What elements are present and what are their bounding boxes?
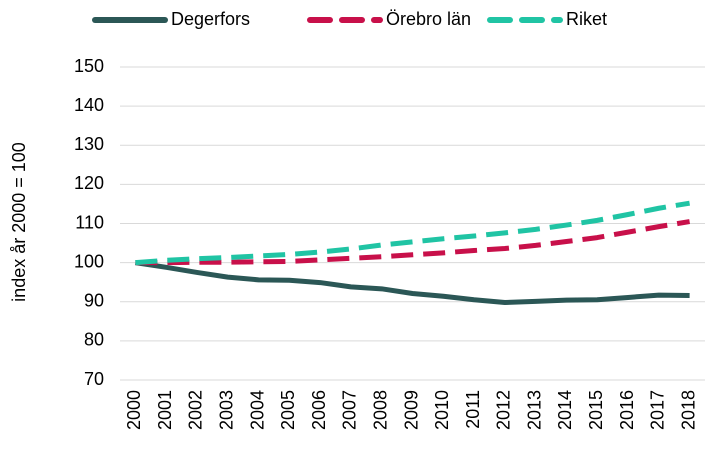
y-tick-label: 70 xyxy=(84,369,104,389)
x-tick-label: 2012 xyxy=(494,390,514,430)
legend-label: Örebro län xyxy=(386,9,471,29)
x-tick-label: 2016 xyxy=(617,390,637,430)
x-tick-label: 2006 xyxy=(309,390,329,430)
x-tick-label: 2008 xyxy=(370,390,390,430)
x-tick-label: 2011 xyxy=(463,390,483,429)
x-tick-label: 2003 xyxy=(217,390,237,430)
y-tick-label: 130 xyxy=(74,134,104,154)
x-tick-label: 2010 xyxy=(432,390,452,430)
x-tick-label: 2001 xyxy=(155,390,175,430)
y-tick-label: 100 xyxy=(74,251,104,271)
x-tick-label: 2000 xyxy=(124,390,144,430)
y-tick-label: 80 xyxy=(84,330,104,350)
y-axis-label: index år 2000 = 100 xyxy=(9,142,29,302)
x-tick-label: 2009 xyxy=(401,390,421,430)
x-tick-label: 2015 xyxy=(586,390,606,430)
x-tick-label: 2017 xyxy=(648,390,668,430)
y-tick-label: 150 xyxy=(74,56,104,76)
x-tick-label: 2018 xyxy=(678,390,698,430)
x-tick-label: 2002 xyxy=(186,390,206,430)
series-line xyxy=(135,260,690,306)
legend-label: Riket xyxy=(566,9,607,29)
legend-label: Degerfors xyxy=(171,9,250,29)
y-tick-label: 90 xyxy=(84,291,104,311)
x-tick-label: 2007 xyxy=(340,390,360,430)
series-line xyxy=(135,200,691,266)
y-tick-label: 110 xyxy=(75,212,104,232)
x-tick-label: 2004 xyxy=(247,390,267,430)
x-tick-label: 2005 xyxy=(278,390,298,430)
y-tick-label: 120 xyxy=(74,173,104,193)
y-tick-label: 140 xyxy=(74,95,104,115)
x-tick-label: 2013 xyxy=(524,390,544,430)
x-tick-label: 2014 xyxy=(555,390,575,430)
series-line xyxy=(135,219,691,266)
